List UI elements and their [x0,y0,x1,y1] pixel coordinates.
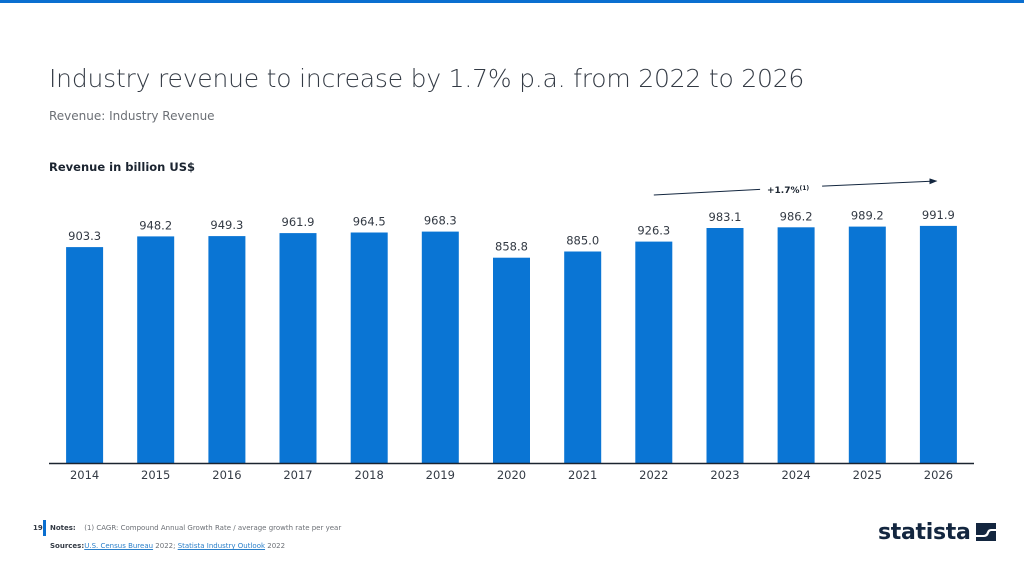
bar-chart: 903.3 948.2 949.3 961.9 964.5 968.3 858.8 885.0… [49,178,974,482]
statista-logo: statista [878,519,996,545]
page-title: Industry revenue to increase by 1.7% p.a… [49,64,805,93]
source-link-statista-outlook[interactable]: Statista Industry Outlook [177,542,266,550]
bar-2016 [208,236,246,463]
x-tick-label-2022: 2022 [639,468,668,482]
x-tick-label-2026: 2026 [924,468,953,482]
cagr-annotation: +1.7%(1) [653,178,938,196]
notes-text: (1) CAGR: Compound Annual Growth Rate / … [84,524,342,532]
value-label-2023: 983.1 [709,210,742,224]
page-number-accent [43,520,46,536]
bar-2024 [777,227,815,463]
cagr-arrow-line-right [822,178,938,187]
source-link-census[interactable]: U.S. Census Bureau [84,542,154,550]
bar-2021 [564,251,602,463]
value-label-2015: 948.2 [139,218,172,232]
bar-2022 [635,241,673,463]
x-tick-label-2017: 2017 [283,468,312,482]
cagr-footnote-marker: (1) [800,185,810,192]
x-tick-label-2024: 2024 [781,468,810,482]
bar-2020 [493,257,530,463]
bar-2025 [848,226,886,463]
x-tick-label-2023: 2023 [710,468,739,482]
cagr-value: +1.7% [767,186,800,196]
value-label-2022: 926.3 [637,224,670,238]
x-tick-label-2014: 2014 [70,468,99,482]
bar-2015 [137,236,175,463]
bar-2026 [919,225,957,463]
statista-logo-icon [975,523,996,541]
value-label-2018: 964.5 [353,215,386,229]
top-accent-bar [0,0,1024,3]
x-tick-label-2019: 2019 [426,468,455,482]
value-label-2021: 885.0 [566,234,599,248]
x-tick-label-2020: 2020 [497,468,526,482]
bar-2014 [66,247,104,463]
bars-group [66,225,957,463]
x-tick-labels-group: 2014 2015 2016 2017 2018 2019 2020 2021 2022 2023… [70,468,953,482]
bar-2019 [421,231,459,463]
bar-2023 [706,228,744,463]
page-number: 19 [33,524,43,532]
x-tick-label-2021: 2021 [568,468,597,482]
source-2-year: 2022 [265,542,286,550]
x-tick-label-2015: 2015 [141,468,170,482]
cagr-arrow-line-left [653,188,761,196]
notes-label: Notes: [50,524,76,532]
value-label-2026: 991.9 [922,208,955,222]
source-1-year: 2022; [153,542,178,550]
value-label-2025: 989.2 [851,209,884,223]
value-label-2016: 949.3 [210,218,243,232]
x-tick-label-2025: 2025 [853,468,882,482]
x-tick-label-2016: 2016 [212,468,241,482]
sources-label: Sources: [50,542,85,550]
y-axis-label: Revenue in billion US$ [49,160,195,174]
page-subtitle: Revenue: Industry Revenue [49,109,215,123]
value-label-2020: 858.8 [495,240,528,254]
logo-wordmark: statista [878,519,971,545]
bar-2017 [279,233,317,463]
x-tick-label-2018: 2018 [355,468,384,482]
sources: Sources: U.S. Census Bureau 2022; Statis… [50,542,285,550]
value-label-2024: 986.2 [780,209,813,223]
bar-2018 [350,232,388,463]
cagr-label: +1.7%(1) [767,185,809,196]
value-labels-group: 903.3 948.2 949.3 961.9 964.5 968.3 858.8 885.0… [68,208,955,254]
notes: Notes: (1) CAGR: Compound Annual Growth … [50,524,341,532]
value-label-2017: 961.9 [282,215,315,229]
value-label-2019: 968.3 [424,214,457,228]
value-label-2014: 903.3 [68,229,101,243]
